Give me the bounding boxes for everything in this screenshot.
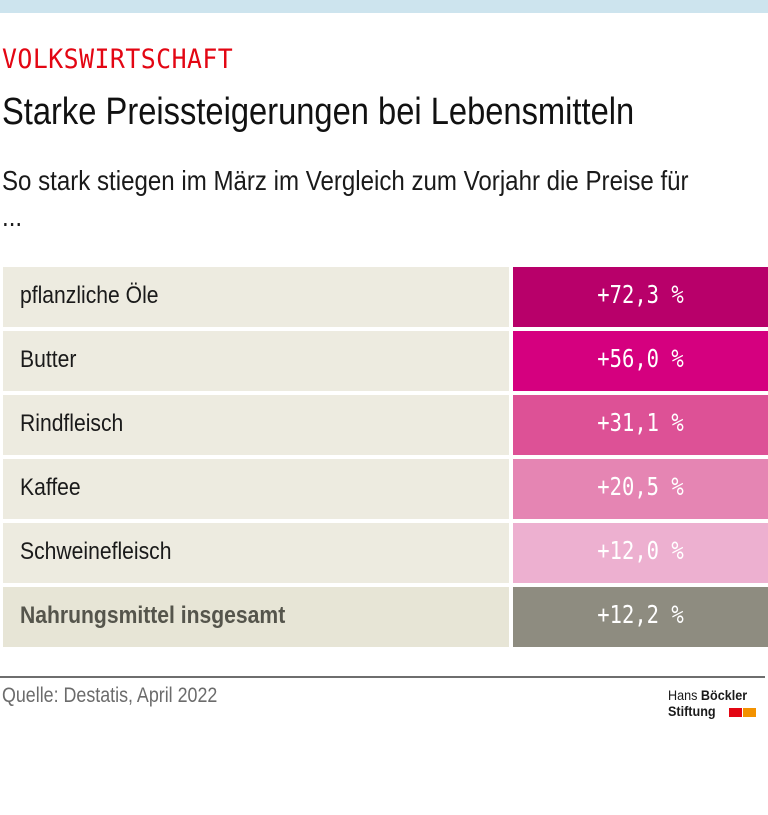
row-label: Schweinefleisch [20,538,172,565]
table-row-total: Nahrungsmittel insgesamt +12,2 % [3,587,768,647]
logo-line2: Stiftung [668,703,716,719]
row-value-cell: +12,2 % [513,587,768,647]
logo-red-square-icon [729,708,742,717]
row-label-cell: pflanzliche Öle [3,267,509,327]
row-value-label: +20,5 % [597,472,684,501]
table-row: Schweinefleisch +12,0 % [3,523,768,583]
hans-boeckler-logo: Hans Böckler Stiftung [668,687,768,723]
row-value-cell: +12,0 % [513,523,768,583]
source-note: Quelle: Destatis, April 2022 [2,684,218,707]
table-row: Rindfleisch +31,1 % [3,395,768,455]
top-accent-bar [0,0,768,13]
row-label-cell: Schweinefleisch [3,523,509,583]
row-value-label: +12,0 % [597,536,684,565]
logo-line1: Hans Böckler [668,687,747,703]
row-label: Kaffee [20,474,81,501]
row-value-cell: +31,1 % [513,395,768,455]
row-label-cell: Rindfleisch [3,395,509,455]
logo-orange-square-icon [743,708,756,717]
row-label-cell: Kaffee [3,459,509,519]
table-row: Butter +56,0 % [3,331,768,391]
logo-boeckler: Böckler [700,687,748,703]
row-label: Butter [20,346,77,373]
row-label: pflanzliche Öle [20,282,159,309]
row-value-label: +31,1 % [597,408,684,437]
row-value-label: +72,3 % [597,280,684,309]
row-label: Rindfleisch [20,410,124,437]
chart-subtitle: So stark stiegen im März im Vergleich zu… [2,165,689,232]
logo-hans: Hans [668,687,701,703]
footer-divider [0,676,765,678]
table-row: pflanzliche Öle +72,3 % [3,267,768,327]
row-label: Nahrungsmittel insgesamt [20,602,286,629]
row-value-cell: +72,3 % [513,267,768,327]
table-row: Kaffee +20,5 % [3,459,768,519]
row-value-label: +12,2 % [597,600,684,629]
chart-title: Starke Preissteigerungen bei Lebensmitte… [2,91,635,133]
row-label-cell: Butter [3,331,509,391]
section-kicker: VOLKSWIRTSCHAFT [2,44,234,75]
row-value-cell: +20,5 % [513,459,768,519]
row-value-cell: +56,0 % [513,331,768,391]
row-value-label: +56,0 % [597,344,684,373]
row-label-cell: Nahrungsmittel insgesamt [3,587,509,647]
